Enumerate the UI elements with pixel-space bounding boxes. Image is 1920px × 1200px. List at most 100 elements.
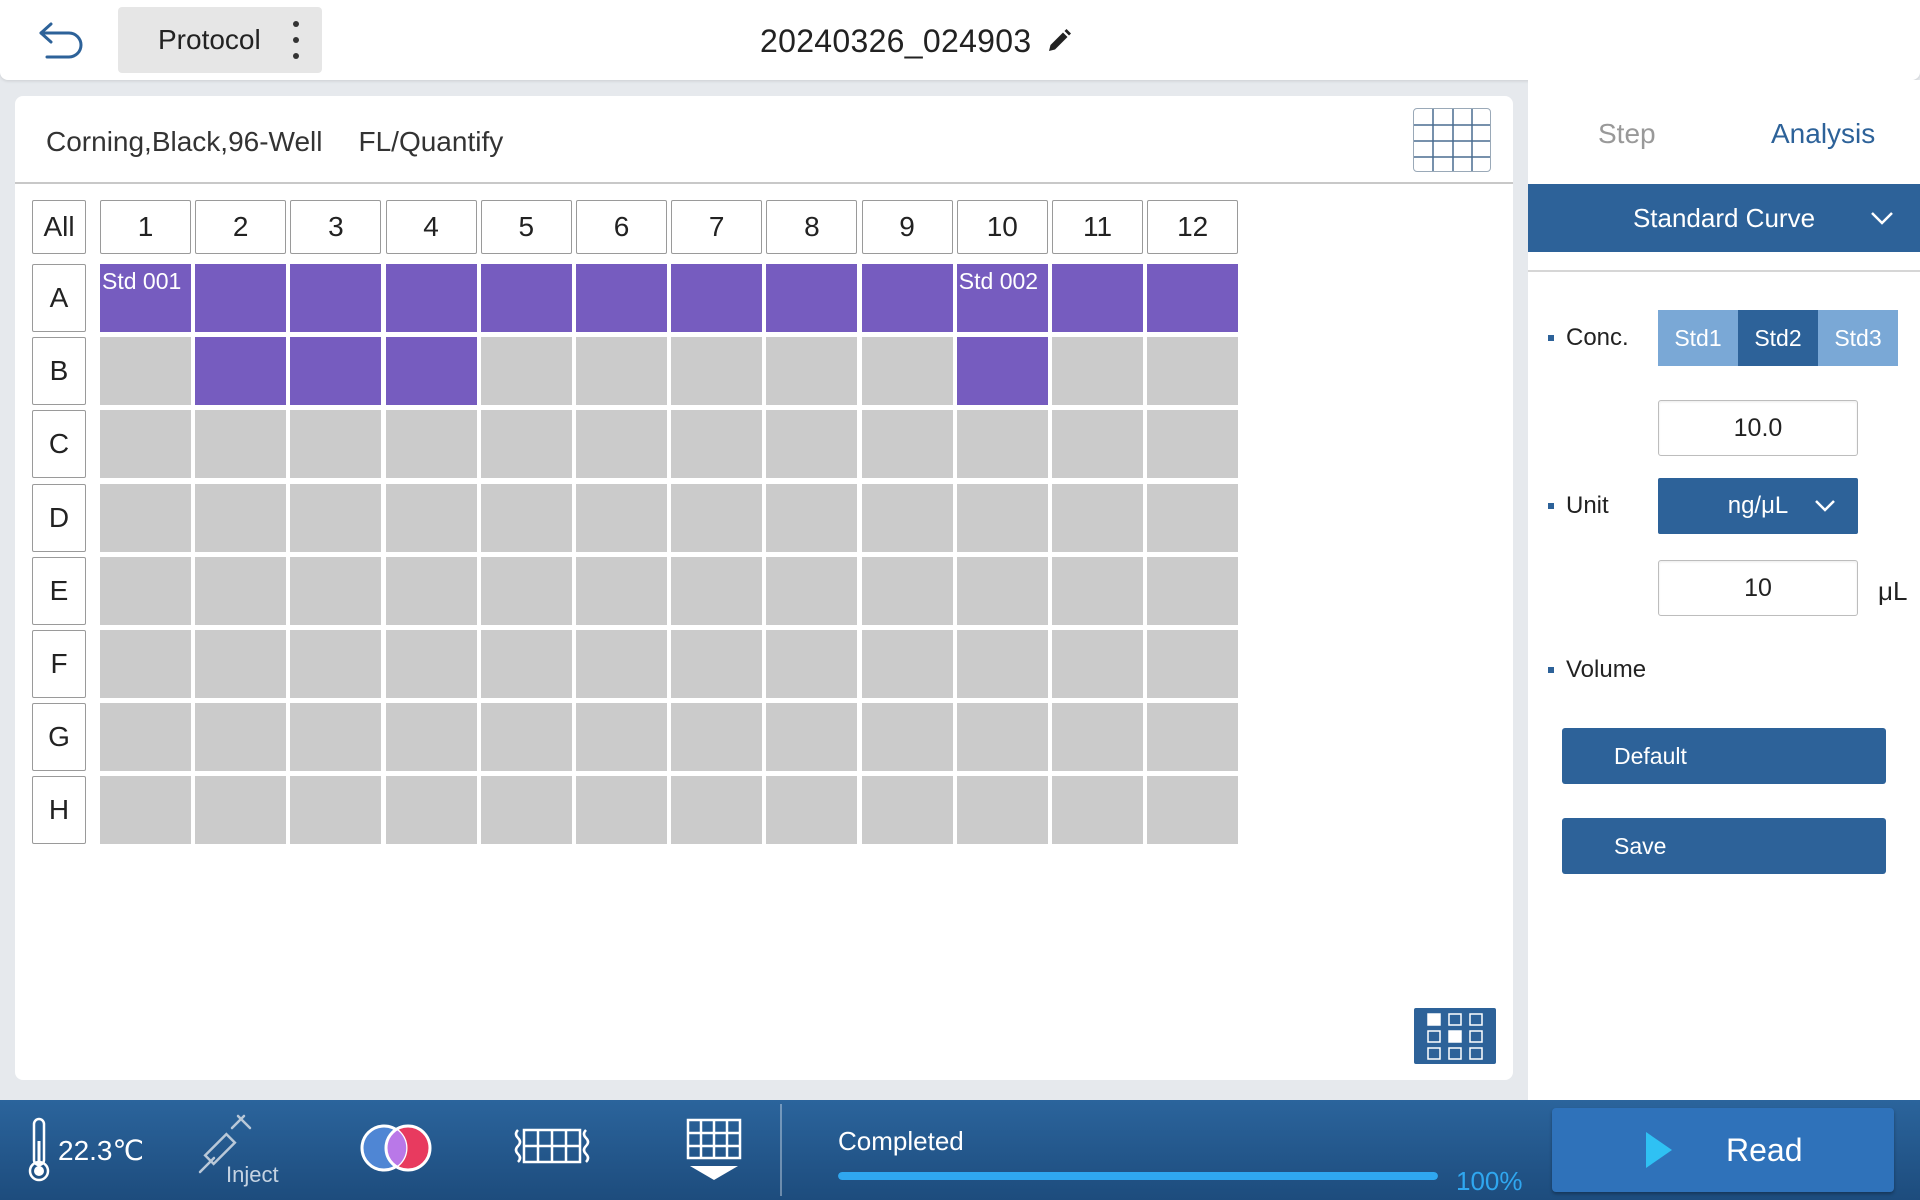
column-header-4[interactable]: 4 xyxy=(385,200,477,254)
well-C11[interactable] xyxy=(1052,410,1143,479)
layout-grid-button[interactable] xyxy=(1413,108,1491,172)
well-G10[interactable] xyxy=(956,703,1048,772)
well-D9[interactable] xyxy=(861,483,953,552)
unit-dropdown[interactable]: ng/μL xyxy=(1658,478,1858,534)
well-F5[interactable] xyxy=(480,630,572,698)
well-F4[interactable] xyxy=(385,630,477,698)
well-H7[interactable] xyxy=(671,776,763,845)
well-A7[interactable] xyxy=(671,264,763,332)
inject-button[interactable]: Inject xyxy=(196,1112,296,1188)
well-H2[interactable] xyxy=(195,776,287,845)
read-button[interactable]: Read xyxy=(1552,1108,1894,1192)
plate-eject-button[interactable] xyxy=(686,1118,742,1189)
save-button[interactable]: Save xyxy=(1562,818,1886,874)
row-header-B[interactable]: B xyxy=(32,337,86,406)
well-A8[interactable] xyxy=(766,264,858,332)
well-G11[interactable] xyxy=(1052,703,1143,772)
well-D8[interactable] xyxy=(766,483,858,552)
column-header-5[interactable]: 5 xyxy=(480,200,572,254)
well-D5[interactable] xyxy=(480,483,572,552)
well-G7[interactable] xyxy=(671,703,763,772)
row-header-C[interactable]: C xyxy=(32,410,86,479)
well-F12[interactable] xyxy=(1147,630,1239,698)
well-C1[interactable] xyxy=(100,410,191,479)
well-A2[interactable] xyxy=(195,264,287,332)
well-C2[interactable] xyxy=(195,410,287,479)
well-E12[interactable] xyxy=(1147,556,1239,625)
well-H10[interactable] xyxy=(956,776,1048,845)
well-C9[interactable] xyxy=(861,410,953,479)
well-B7[interactable] xyxy=(671,337,763,406)
column-header-8[interactable]: 8 xyxy=(766,200,858,254)
default-button[interactable]: Default xyxy=(1562,728,1886,784)
row-header-E[interactable]: E xyxy=(32,556,86,625)
well-H5[interactable] xyxy=(480,776,572,845)
plate-shake-button[interactable] xyxy=(510,1118,594,1179)
well-D7[interactable] xyxy=(671,483,763,552)
well-D1[interactable] xyxy=(100,483,191,552)
well-C4[interactable] xyxy=(385,410,477,479)
well-G1[interactable] xyxy=(100,703,191,772)
well-B12[interactable] xyxy=(1147,337,1239,406)
well-E8[interactable] xyxy=(766,556,858,625)
column-header-3[interactable]: 3 xyxy=(290,200,382,254)
row-header-A[interactable]: A xyxy=(32,264,86,332)
well-F1[interactable] xyxy=(100,630,191,698)
well-A11[interactable] xyxy=(1052,264,1143,332)
well-E2[interactable] xyxy=(195,556,287,625)
well-A6[interactable] xyxy=(576,264,667,332)
well-B4[interactable] xyxy=(385,337,477,406)
column-header-12[interactable]: 12 xyxy=(1147,200,1239,254)
well-E3[interactable] xyxy=(290,556,382,625)
well-A12[interactable] xyxy=(1147,264,1239,332)
well-F10[interactable] xyxy=(956,630,1048,698)
well-H11[interactable] xyxy=(1052,776,1143,845)
well-F11[interactable] xyxy=(1052,630,1143,698)
well-D6[interactable] xyxy=(576,483,667,552)
well-H3[interactable] xyxy=(290,776,382,845)
well-B9[interactable] xyxy=(861,337,953,406)
select-all-wells-button[interactable]: All xyxy=(32,200,86,254)
well-A1[interactable]: Std 001 xyxy=(100,264,191,332)
back-button[interactable] xyxy=(30,12,94,68)
well-F3[interactable] xyxy=(290,630,382,698)
well-G6[interactable] xyxy=(576,703,667,772)
well-C7[interactable] xyxy=(671,410,763,479)
plate-view-toggle-button[interactable] xyxy=(1414,1008,1496,1064)
well-E1[interactable] xyxy=(100,556,191,625)
well-F7[interactable] xyxy=(671,630,763,698)
well-B3[interactable] xyxy=(290,337,382,406)
well-C3[interactable] xyxy=(290,410,382,479)
well-F2[interactable] xyxy=(195,630,287,698)
well-E4[interactable] xyxy=(385,556,477,625)
well-D4[interactable] xyxy=(385,483,477,552)
well-H4[interactable] xyxy=(385,776,477,845)
well-H12[interactable] xyxy=(1147,776,1239,845)
well-B5[interactable] xyxy=(480,337,572,406)
well-C10[interactable] xyxy=(956,410,1048,479)
well-H8[interactable] xyxy=(766,776,858,845)
row-header-D[interactable]: D xyxy=(32,483,86,552)
pencil-icon[interactable] xyxy=(1045,27,1073,55)
well-A10[interactable]: Std 002 xyxy=(956,264,1048,332)
column-header-2[interactable]: 2 xyxy=(195,200,287,254)
column-header-1[interactable]: 1 xyxy=(100,200,191,254)
column-header-11[interactable]: 11 xyxy=(1052,200,1143,254)
column-header-10[interactable]: 10 xyxy=(956,200,1048,254)
well-D12[interactable] xyxy=(1147,483,1239,552)
std2-button[interactable]: Std2 xyxy=(1738,310,1818,366)
well-H9[interactable] xyxy=(861,776,953,845)
well-E10[interactable] xyxy=(956,556,1048,625)
well-E7[interactable] xyxy=(671,556,763,625)
std1-button[interactable]: Std1 xyxy=(1658,310,1738,366)
well-H6[interactable] xyxy=(576,776,667,845)
protocol-menu-button[interactable]: Protocol xyxy=(118,7,322,73)
well-D2[interactable] xyxy=(195,483,287,552)
well-D11[interactable] xyxy=(1052,483,1143,552)
well-B8[interactable] xyxy=(766,337,858,406)
well-E6[interactable] xyxy=(576,556,667,625)
well-B2[interactable] xyxy=(195,337,287,406)
well-C5[interactable] xyxy=(480,410,572,479)
fluorescence-tool-button[interactable] xyxy=(356,1118,436,1183)
well-A9[interactable] xyxy=(861,264,953,332)
